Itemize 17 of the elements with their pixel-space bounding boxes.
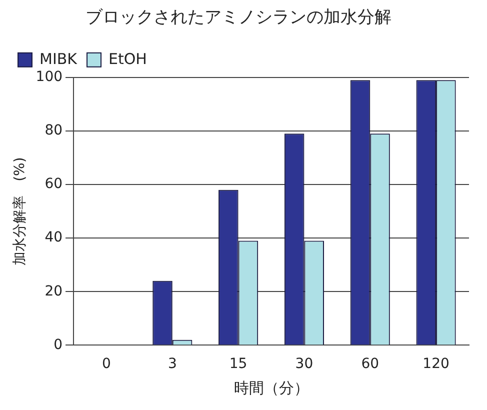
x-tick-label: 120 <box>422 356 450 372</box>
chart-title: ブロックされたアミノシランの加水分解 <box>86 8 392 28</box>
y-tick-label: 40 <box>44 230 63 246</box>
y-tick-label: 80 <box>44 122 63 139</box>
x-axis-title: 時間（分） <box>234 378 309 397</box>
y-axis-title: 加水分解率 (%) <box>12 157 28 266</box>
y-tick-label: 20 <box>44 283 63 300</box>
y-tick-label: 60 <box>44 176 63 192</box>
legend-label: MIBK <box>40 50 78 68</box>
x-tick-label: 60 <box>361 356 380 372</box>
x-tick-label: 15 <box>229 356 248 372</box>
legend-label: EtOH <box>108 50 147 68</box>
y-tick-label: 100 <box>36 69 63 86</box>
y-tick-label: 0 <box>54 336 63 353</box>
x-tick-label: 3 <box>168 356 177 372</box>
x-tick-label: 30 <box>295 356 314 372</box>
x-tick-label: 0 <box>102 356 111 372</box>
